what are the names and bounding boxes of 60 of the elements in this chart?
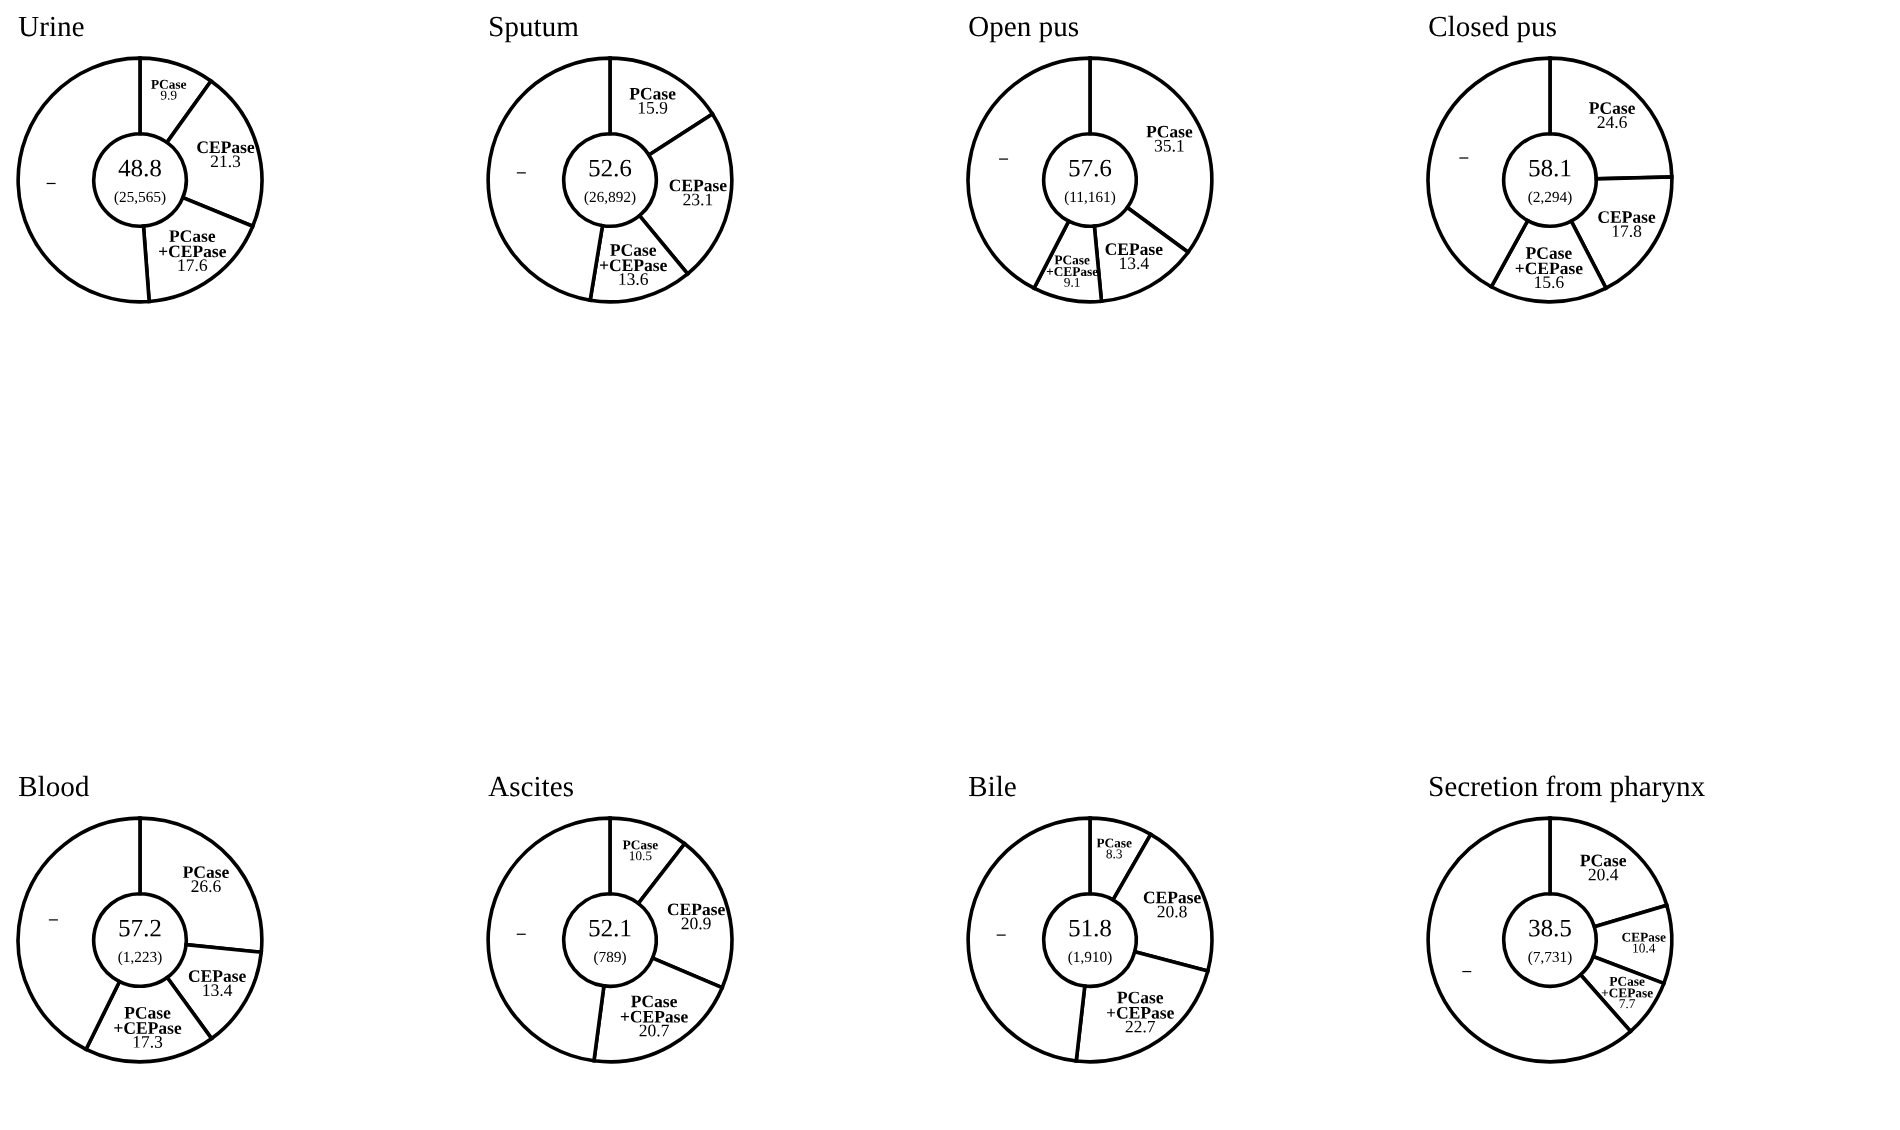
slice-label: CEPase: [1105, 243, 1163, 256]
slice-label: PCase +CEPase: [159, 230, 226, 258]
slice-label: PCase +CEPase: [114, 1006, 182, 1034]
chart-title: Open pus: [969, 16, 1079, 43]
data-label: 24.6: [1597, 116, 1627, 129]
slice-label: –: [1459, 157, 1469, 159]
chart-title: Blood: [18, 775, 90, 797]
data-label: 15.6: [1535, 276, 1564, 289]
data-label: 35.1: [1154, 139, 1184, 152]
slice-label: PCase: [182, 866, 229, 879]
text: 38.5: [1529, 919, 1571, 937]
slice-label: CEPase: [1598, 211, 1656, 223]
data-label: 13.4: [203, 984, 233, 997]
chart-title: Ascites: [488, 776, 573, 797]
slice-label: PCase +CEPase: [1107, 991, 1174, 1019]
data-label: 17.3: [133, 1036, 163, 1048]
text: 57.6: [1069, 159, 1112, 177]
slice-label: –: [999, 158, 1009, 160]
slice-label: –: [46, 182, 56, 185]
data-label: 20.8: [1157, 905, 1187, 918]
data-label: 20.4: [1588, 868, 1619, 881]
slice-label: CEPase: [667, 903, 725, 916]
data-label: 13.4: [1120, 257, 1149, 270]
chart-title: Closed pus: [1429, 15, 1556, 43]
data-label: 23.1: [683, 193, 713, 206]
chart-title: Sputum: [490, 16, 579, 43]
slice-label: PCase: [629, 87, 676, 100]
text: 51.8: [1069, 919, 1111, 937]
slice-label: –: [996, 934, 1006, 936]
data-label: 26.6: [191, 880, 221, 893]
slice-label: PCase: [1589, 102, 1635, 114]
data-label: 20.9: [681, 917, 711, 930]
text: 52.6: [589, 159, 632, 177]
data-label: 13.6: [619, 273, 648, 286]
data-label: 21.3: [210, 155, 241, 168]
slice-label: –: [48, 919, 58, 921]
slice-label: –: [1462, 970, 1472, 973]
data-label: 17.6: [178, 259, 208, 272]
text: 48.8: [118, 159, 161, 177]
slice-label: PCase +CEPase: [1515, 247, 1583, 275]
text: 58.1: [1529, 159, 1571, 177]
slice-label: PCase +CEPase: [599, 244, 667, 272]
data-label: 20.7: [639, 1024, 669, 1037]
chart-title: Secretion from pharynx: [1430, 775, 1705, 803]
text: 52.1: [589, 919, 631, 937]
slice-label: CEPase: [197, 141, 255, 154]
slice-label: CEPase: [188, 970, 246, 982]
slice-label: PCase: [1580, 854, 1627, 867]
text: 57.2: [119, 919, 161, 937]
chart-title: Urine: [18, 16, 84, 37]
data-label: 22.7: [1125, 1020, 1156, 1033]
slice-label: –: [516, 933, 526, 935]
slice-label: PCase: [1146, 125, 1193, 138]
chart-title: Bile: [968, 775, 1016, 797]
data-label: 17.8: [1612, 225, 1642, 238]
slice-label: CEPase: [1143, 891, 1201, 904]
slice-label: PCase +CEPase: [620, 995, 688, 1023]
data-label: 15.9: [638, 101, 668, 114]
slice-label: CEPase: [669, 179, 727, 192]
slice-label: –: [516, 172, 526, 174]
